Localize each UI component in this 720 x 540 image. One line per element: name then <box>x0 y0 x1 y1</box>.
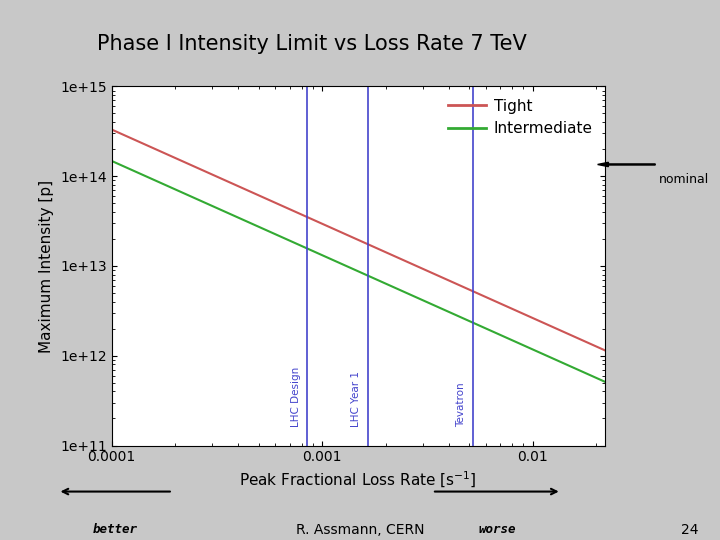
Text: worse: worse <box>478 523 516 536</box>
Legend: Tight, Intermediate: Tight, Intermediate <box>444 94 597 141</box>
Text: R. Assmann, CERN: R. Assmann, CERN <box>296 523 424 537</box>
X-axis label: Peak Fractional Loss Rate [s$^{-1}$]: Peak Fractional Loss Rate [s$^{-1}$] <box>239 470 477 490</box>
Text: LHC Design: LHC Design <box>291 367 301 427</box>
Text: better: better <box>93 523 138 536</box>
Y-axis label: Maximum Intensity [p]: Maximum Intensity [p] <box>40 179 55 353</box>
Text: Tevatron: Tevatron <box>456 382 467 427</box>
Text: nominal: nominal <box>659 173 709 186</box>
Text: Phase I Intensity Limit vs Loss Rate 7 TeV: Phase I Intensity Limit vs Loss Rate 7 T… <box>97 33 527 53</box>
Text: 24: 24 <box>681 523 698 537</box>
Text: LHC Year 1: LHC Year 1 <box>351 371 361 427</box>
